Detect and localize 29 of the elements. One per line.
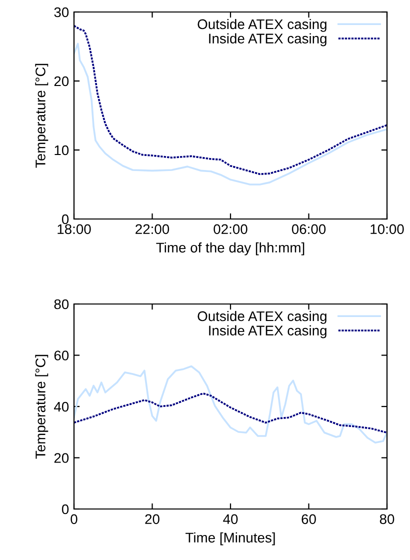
x-tick-label: 40: [223, 514, 238, 524]
y-tick-label: 60: [54, 350, 69, 360]
y-tick-label: 40: [54, 402, 69, 412]
y-tick-label: 80: [54, 299, 69, 310]
legend-label: Outside ATEX casing: [198, 310, 326, 324]
x-axis-title: Time of the day [hh:mm]: [156, 242, 304, 256]
line-series: [74, 365, 387, 444]
y-tick-label: 10: [54, 145, 69, 156]
y-tick-label: 20: [54, 76, 69, 86]
legend-label: Inside ATEX casing: [209, 33, 326, 46]
legend-label: Inside ATEX casing: [209, 325, 326, 338]
x-tick-label: 02:00: [214, 224, 248, 234]
x-tick-label: 22:00: [136, 224, 170, 234]
x-tick-label: 18:00: [58, 224, 91, 234]
x-tick-label: 06:00: [292, 224, 326, 234]
x-tick-label: 20: [145, 514, 160, 524]
x-tick-label: 80: [380, 514, 394, 524]
legend-label: Outside ATEX casing: [198, 18, 326, 32]
x-tick-label: 60: [302, 514, 316, 524]
x-tick-label: 0: [70, 514, 78, 524]
y-axis-title: Temperature [°C]: [35, 354, 48, 459]
x-tick-label: 10:00: [370, 224, 404, 234]
y-tick-label: 30: [54, 7, 69, 18]
y-tick-label: 0: [62, 504, 69, 514]
y-tick-label: 0: [62, 214, 69, 224]
y-axis-title: Temperature [°C]: [35, 64, 48, 168]
x-axis-title: Time [Minutes]: [186, 532, 275, 546]
line-series: [74, 392, 387, 434]
y-tick-label: 20: [54, 453, 69, 463]
